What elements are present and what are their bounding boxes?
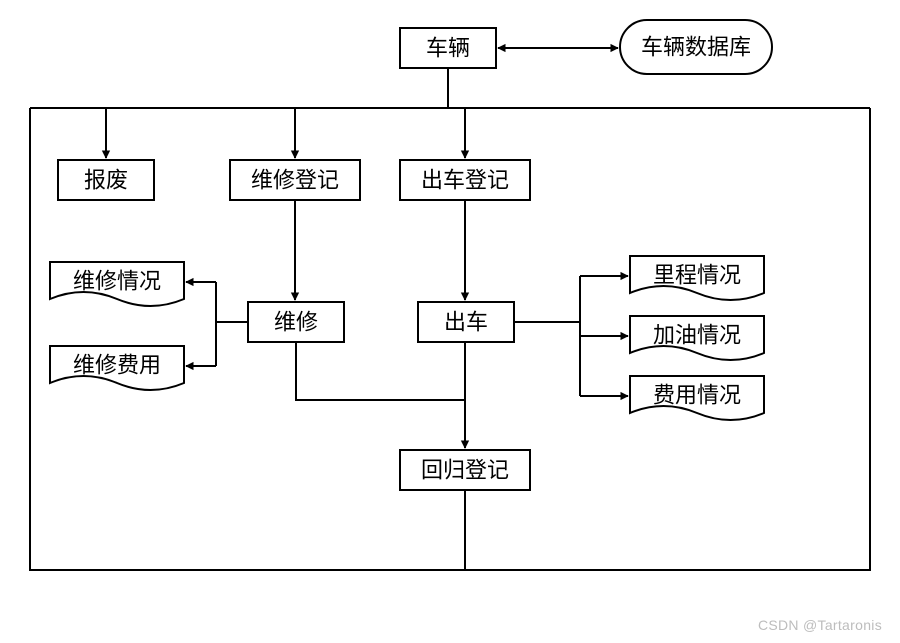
nodes-layer: 车辆 车辆数据库报废 维修登记 出车登记维修 出车 维修情况维修费用 里程情况加油情况费用情… — [50, 20, 772, 490]
node-label: 车辆数据库 — [641, 35, 751, 60]
node-label: 报废 — [84, 168, 128, 193]
node-label: 维修登记 — [251, 168, 339, 193]
flowchart-canvas: 车辆 车辆数据库报废 维修登记 出车登记维修 出车 维修情况维修费用 里程情况加油情况费用情… — [0, 0, 900, 643]
node-label: 出车登记 — [421, 168, 509, 193]
node-label: 回归登记 — [421, 458, 509, 483]
node-label: 加油情况 — [653, 323, 741, 348]
edge — [296, 342, 465, 400]
node-label: 里程情况 — [653, 263, 741, 288]
node-label: 维修情况 — [73, 269, 161, 294]
node-label: 出车 — [444, 310, 488, 335]
node-label: 维修费用 — [73, 353, 161, 378]
node-label: 费用情况 — [653, 383, 741, 408]
node-label: 车辆 — [426, 36, 470, 61]
watermark-text: CSDN @Tartaronis — [758, 617, 882, 633]
node-label: 维修 — [274, 310, 318, 335]
